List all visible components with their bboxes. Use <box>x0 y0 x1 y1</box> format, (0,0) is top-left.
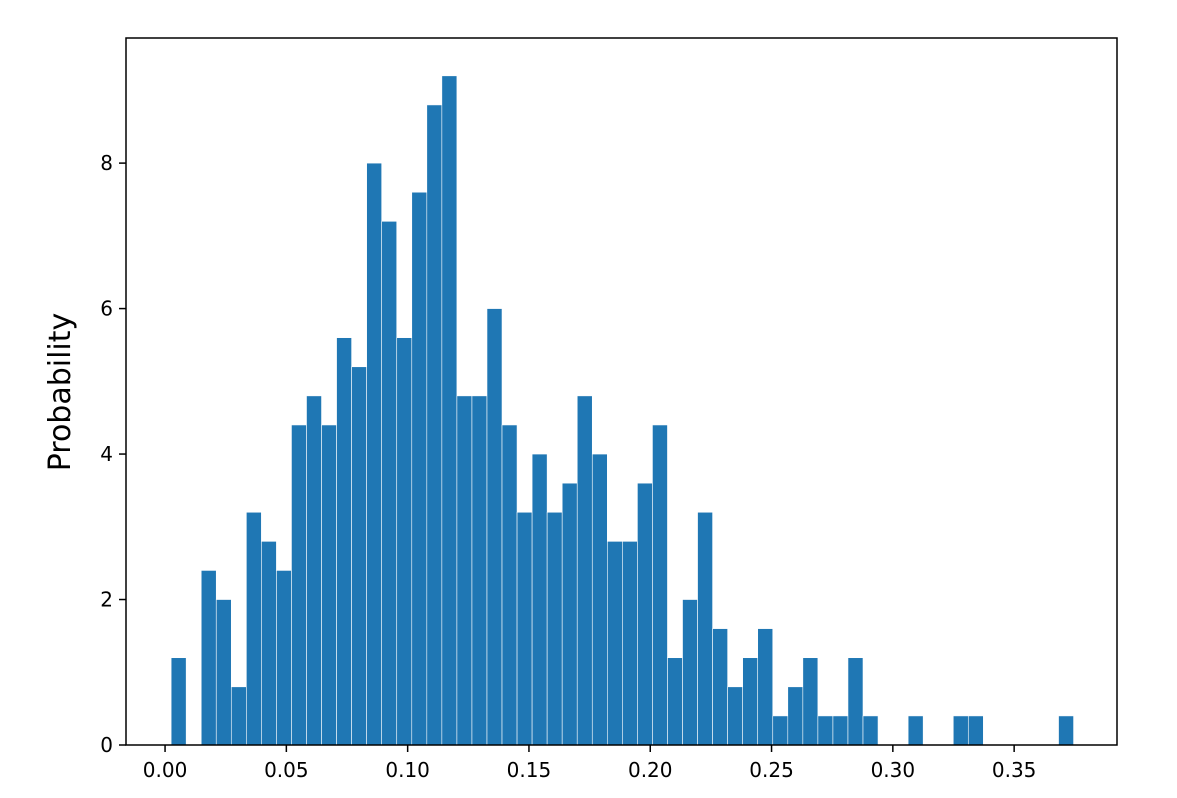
bar <box>230 686 247 746</box>
bar <box>1058 715 1074 746</box>
bar <box>321 424 337 746</box>
y-tick-label: 0 <box>100 733 113 757</box>
bar <box>456 395 473 746</box>
plot-frame <box>125 37 1118 746</box>
bar <box>486 308 503 746</box>
bar <box>411 191 428 746</box>
bar <box>546 511 563 746</box>
bar <box>516 511 533 746</box>
bar <box>471 395 488 746</box>
bar <box>607 541 623 746</box>
bar <box>426 104 443 746</box>
bar <box>787 686 804 746</box>
bar <box>381 220 398 746</box>
bar <box>215 599 232 746</box>
bar <box>742 657 759 746</box>
x-tick-label: 0.35 <box>992 758 1037 782</box>
x-tick-label: 0.30 <box>871 758 916 782</box>
bar <box>306 395 322 746</box>
bar <box>712 628 728 746</box>
bar <box>832 715 849 746</box>
bar <box>652 424 668 746</box>
y-tick-label: 6 <box>100 297 113 321</box>
bar <box>200 570 217 746</box>
bar <box>246 511 262 746</box>
bar <box>170 657 187 746</box>
bar <box>261 541 277 746</box>
bar <box>622 541 638 746</box>
x-tick-label: 0.20 <box>628 758 673 782</box>
bar <box>772 715 789 746</box>
y-axis-label: Probability <box>43 313 78 472</box>
x-tick-label: 0.05 <box>264 758 309 782</box>
x-tick-label: 0.10 <box>385 758 430 782</box>
bar <box>336 337 352 746</box>
y-tick-label: 8 <box>100 151 113 175</box>
bar <box>667 657 683 746</box>
bar <box>637 482 653 746</box>
y-tick-label: 4 <box>100 442 113 466</box>
bar <box>561 482 578 746</box>
bar <box>501 424 518 746</box>
bar <box>396 337 413 746</box>
x-tick-label: 0.00 <box>143 758 188 782</box>
bar <box>276 570 292 746</box>
bar <box>967 715 984 746</box>
bar <box>291 424 307 746</box>
bar <box>862 715 879 746</box>
bar <box>697 511 713 746</box>
bar <box>907 715 924 746</box>
bar <box>441 75 458 746</box>
bar <box>531 453 548 746</box>
bar <box>952 715 969 746</box>
bar <box>682 599 698 746</box>
bar <box>727 686 743 746</box>
bar <box>802 657 819 746</box>
x-tick-label: 0.15 <box>507 758 552 782</box>
bar <box>757 628 774 746</box>
bar <box>366 162 382 746</box>
y-tick-label: 2 <box>100 588 113 612</box>
bar <box>817 715 834 746</box>
bar <box>576 395 593 746</box>
x-tick-label: 0.25 <box>749 758 794 782</box>
bar <box>591 453 608 746</box>
bar <box>351 366 367 746</box>
bar <box>847 657 864 746</box>
